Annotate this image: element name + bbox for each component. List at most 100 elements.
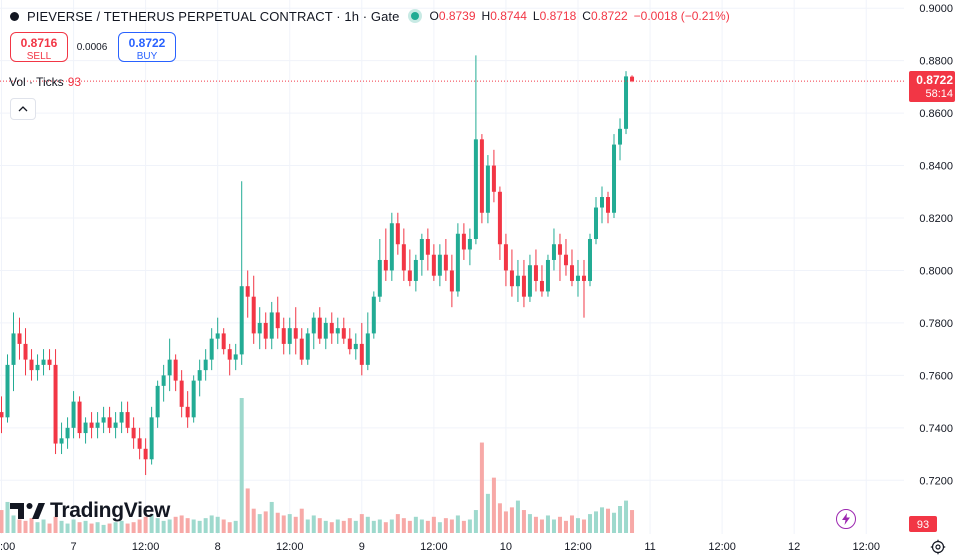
candle-body[interactable] [569,265,574,281]
candle-body[interactable] [581,275,586,281]
candle-body[interactable] [257,322,262,334]
candle-body[interactable] [630,76,635,82]
candle-body[interactable] [587,238,592,281]
candle-body[interactable] [143,448,148,460]
price-axis[interactable]: 0.9000 0.8800 0.8600 0.8400 0.8200 0.8000 0.78… [919,3,953,487]
candle-body[interactable] [173,359,178,381]
candle-body[interactable] [551,244,556,260]
candle-body[interactable] [245,286,250,297]
candle-body[interactable] [0,412,4,418]
candle-body[interactable] [11,333,16,365]
candle-body[interactable] [311,317,316,334]
candle-body[interactable] [497,191,502,245]
candle-body[interactable] [167,359,172,376]
symbol-title[interactable]: PIEVERSE / TETHERUS PERPETUAL CONTRACT ·… [27,8,400,24]
candle-body[interactable] [317,317,322,339]
candle-body[interactable] [624,76,629,129]
collapse-legend-button[interactable] [10,98,36,120]
candle-body[interactable] [527,265,532,297]
sell-button[interactable]: 0.8716 SELL [10,32,68,62]
candle-body[interactable] [17,333,22,344]
candle-body[interactable] [287,328,292,344]
candle-body[interactable] [161,375,166,386]
candle-body[interactable] [35,364,40,371]
candle-body[interactable] [413,259,418,281]
candle-body[interactable] [191,380,196,418]
candle-body[interactable] [155,385,160,418]
candle-body[interactable] [600,197,604,208]
candle-body[interactable] [479,139,484,213]
lightning-icon[interactable] [836,509,856,529]
candle-body[interactable] [119,412,124,423]
candle-body[interactable] [65,427,70,439]
candle-body[interactable] [5,364,10,418]
candle-body[interactable] [359,343,364,365]
candle-body[interactable] [263,322,268,339]
candle-body[interactable] [323,322,328,339]
buy-button[interactable]: 0.8722 BUY [118,32,176,62]
candle-body[interactable] [533,265,538,281]
candle-body[interactable] [281,328,286,344]
candle-body[interactable] [575,275,580,281]
candle-body[interactable] [23,343,28,360]
candle-body[interactable] [221,333,226,350]
candles[interactable] [0,55,635,476]
candle-body[interactable] [101,417,106,423]
candle-body[interactable] [83,422,88,434]
candle-body[interactable] [347,338,352,350]
candle-body[interactable] [209,338,214,360]
candle-body[interactable] [449,270,454,292]
candle-body[interactable] [71,401,76,428]
candle-body[interactable] [149,417,154,460]
candle-body[interactable] [299,338,304,360]
candle-body[interactable] [437,254,442,276]
candle-body[interactable] [539,280,544,292]
candle-body[interactable] [545,259,550,292]
settings-gear-icon[interactable] [930,539,946,555]
candle-body[interactable] [419,238,424,260]
candle-body[interactable] [455,233,460,292]
candle-body[interactable] [606,197,611,213]
candle-body[interactable] [353,343,358,350]
candle-body[interactable] [521,275,526,297]
candle-body[interactable] [275,312,280,329]
candle-body[interactable] [179,380,184,407]
candle-body[interactable] [389,223,394,271]
candle-body[interactable] [227,349,232,360]
candle-body[interactable] [29,359,34,371]
candle-body[interactable] [89,422,94,428]
candle-body[interactable] [233,354,238,360]
candle-body[interactable] [485,165,490,213]
candle-body[interactable] [425,238,430,255]
candle-body[interactable] [371,296,376,334]
candle-body[interactable] [53,364,58,444]
candle-body[interactable] [107,417,112,428]
candle-body[interactable] [365,333,370,365]
candle-body[interactable] [461,233,466,250]
candle-body[interactable] [509,270,514,287]
tradingview-logo[interactable]: TradingView [10,499,170,523]
candle-body[interactable] [197,370,202,381]
candle-body[interactable] [612,144,617,213]
candle-body[interactable] [401,244,406,271]
candle-body[interactable] [47,359,52,365]
candle-body[interactable] [383,259,388,271]
candle-body[interactable] [503,244,508,271]
candle-body[interactable] [41,359,46,365]
candle-body[interactable] [443,254,448,271]
candle-body[interactable] [59,438,64,444]
candle-body[interactable] [251,296,256,334]
candle-body[interactable] [335,328,340,334]
candle-body[interactable] [215,333,220,339]
candle-body[interactable] [341,328,346,339]
candle-body[interactable] [305,333,310,360]
candle-body[interactable] [618,128,623,145]
candle-body[interactable] [293,328,298,339]
volume-legend[interactable]: Vol · Ticks 93 [9,75,81,89]
candle-body[interactable] [407,270,412,281]
candle-body[interactable] [185,406,190,418]
candle-body[interactable] [95,422,100,428]
candle-body[interactable] [563,254,568,266]
candle-body[interactable] [203,359,208,371]
